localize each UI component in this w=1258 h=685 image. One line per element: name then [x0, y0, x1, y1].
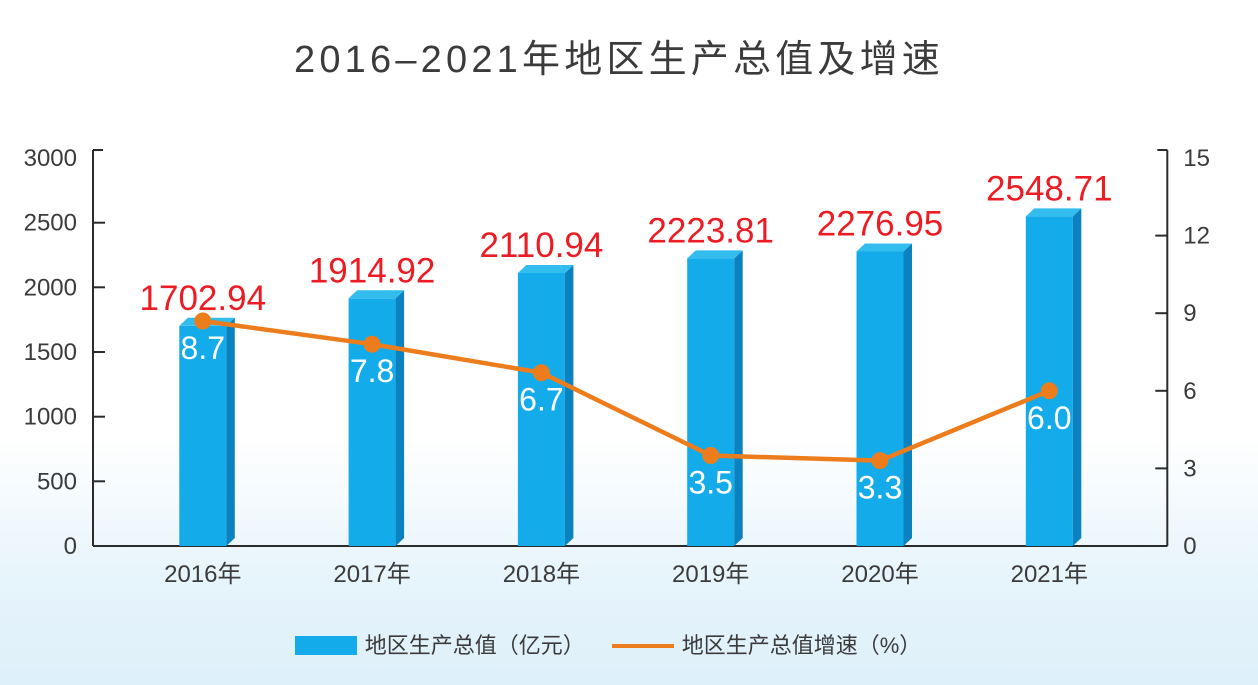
- svg-text:1000: 1000: [24, 404, 77, 431]
- svg-text:0: 0: [1183, 533, 1196, 560]
- svg-text:2019年: 2019年: [672, 561, 749, 588]
- svg-text:2020年: 2020年: [841, 561, 918, 588]
- svg-text:6.7: 6.7: [519, 382, 563, 418]
- svg-text:6: 6: [1183, 378, 1196, 405]
- svg-text:500: 500: [37, 468, 77, 495]
- svg-text:2223.81: 2223.81: [647, 211, 774, 250]
- svg-text:2021年: 2021年: [1011, 561, 1088, 588]
- svg-text:15: 15: [1183, 145, 1210, 172]
- svg-text:1914.92: 1914.92: [309, 251, 436, 290]
- svg-text:2110.94: 2110.94: [479, 226, 603, 265]
- svg-text:2018年: 2018年: [503, 561, 580, 588]
- svg-text:1702.94: 1702.94: [140, 279, 267, 318]
- svg-text:2276.95: 2276.95: [817, 205, 944, 244]
- svg-text:0: 0: [64, 533, 77, 560]
- svg-text:8.7: 8.7: [181, 330, 225, 366]
- svg-text:3.3: 3.3: [858, 470, 902, 506]
- svg-text:2548.71: 2548.71: [986, 169, 1113, 208]
- svg-text:2017年: 2017年: [333, 561, 410, 588]
- svg-text:2016年: 2016年: [164, 561, 241, 588]
- svg-text:3.5: 3.5: [688, 465, 732, 501]
- svg-text:7.8: 7.8: [350, 353, 394, 389]
- svg-text:2500: 2500: [24, 210, 77, 237]
- svg-text:12: 12: [1183, 223, 1210, 250]
- svg-text:2000: 2000: [24, 274, 77, 301]
- svg-text:3000: 3000: [24, 145, 77, 172]
- svg-text:3: 3: [1183, 455, 1196, 482]
- svg-text:9: 9: [1183, 300, 1196, 327]
- svg-text:1500: 1500: [24, 339, 77, 366]
- svg-text:6.0: 6.0: [1027, 400, 1071, 436]
